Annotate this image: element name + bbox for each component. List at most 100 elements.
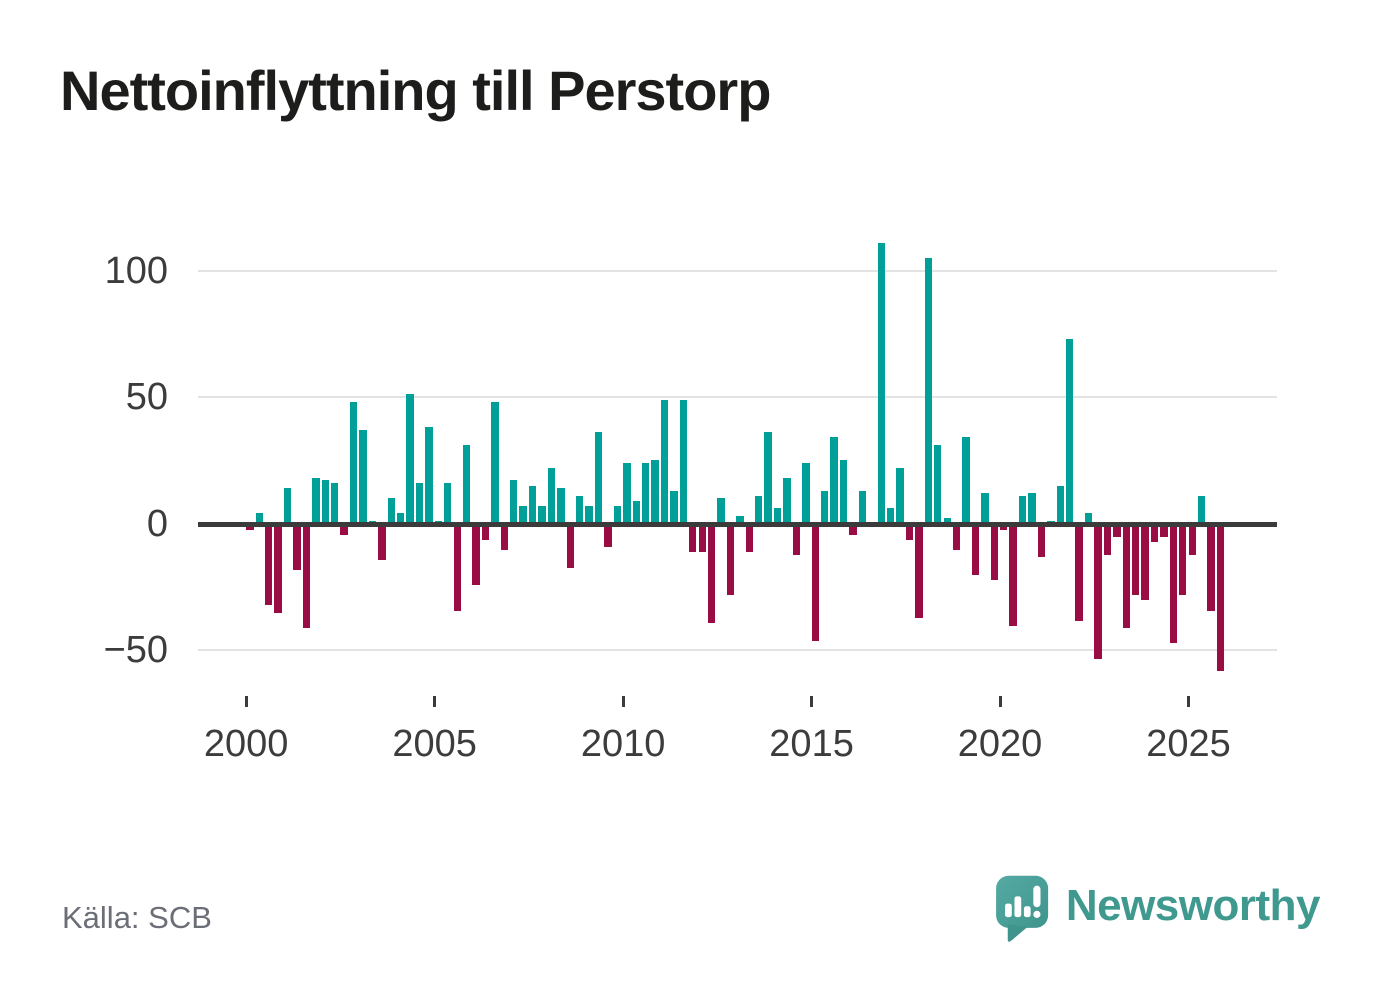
bar-2002Q2 xyxy=(331,483,339,524)
bar-2024Q2 xyxy=(1160,524,1168,538)
bar-2005Q2 xyxy=(444,483,452,524)
bar-2023Q2 xyxy=(1122,524,1130,629)
bar-2011Q3 xyxy=(679,399,688,524)
bar-2016Q2 xyxy=(858,490,867,524)
bar-2006Q4 xyxy=(500,524,508,550)
bar-2007Q2 xyxy=(519,505,527,524)
newsworthy-logo-icon xyxy=(995,875,1048,942)
bar-2004Q4 xyxy=(425,427,433,524)
bar-2009Q4 xyxy=(613,505,622,524)
bar-2007Q1 xyxy=(510,480,518,524)
x-axis-label: 2015 xyxy=(769,723,854,765)
bar-2007Q3 xyxy=(528,485,537,524)
bar-2001Q2 xyxy=(293,524,301,571)
bar-2012Q4 xyxy=(726,524,735,596)
bar-2009Q2 xyxy=(594,432,603,524)
bar-2013Q1 xyxy=(736,515,744,524)
source-label: Källa: SCB xyxy=(62,900,212,935)
bar-2011Q4 xyxy=(689,524,697,553)
gridline-100 xyxy=(198,269,1277,272)
bar-2018Q3 xyxy=(943,518,951,524)
bar-2008Q3 xyxy=(566,524,574,568)
bar-2022Q4 xyxy=(1103,524,1112,555)
y-axis-label: −50 xyxy=(103,629,168,671)
newsworthy-branding: Newsworthy xyxy=(994,874,1321,944)
bar-2021Q1 xyxy=(1037,524,1046,558)
bar-2014Q3 xyxy=(792,524,801,555)
bar-2005Q4 xyxy=(462,445,471,524)
bar-2014Q1 xyxy=(773,508,782,524)
bar-2006Q3 xyxy=(491,402,499,524)
bar-2012Q2 xyxy=(707,524,716,624)
bar-2017Q1 xyxy=(886,508,895,524)
bar-2016Q4 xyxy=(877,242,885,524)
bar-2017Q4 xyxy=(915,524,923,619)
bar-2001Q3 xyxy=(302,524,311,629)
x-axis-tick xyxy=(621,696,625,707)
bar-2003Q4 xyxy=(387,498,395,524)
bar-2007Q4 xyxy=(538,505,546,524)
bar-2019Q4 xyxy=(990,524,998,581)
x-axis-label: 2010 xyxy=(580,723,666,765)
bar-2018Q4 xyxy=(952,524,961,550)
bar-2001Q1 xyxy=(283,488,292,524)
bar-2000Q1 xyxy=(246,524,254,530)
zero-axis-line xyxy=(198,521,1277,527)
bar-2015Q4 xyxy=(839,460,848,524)
bar-2010Q4 xyxy=(651,460,659,524)
bar-2014Q2 xyxy=(783,477,791,524)
bar-2011Q1 xyxy=(660,399,669,524)
bar-2011Q2 xyxy=(670,490,678,524)
bar-2025Q3 xyxy=(1207,524,1215,611)
bar-2020Q3 xyxy=(1018,495,1027,524)
bar-2004Q1 xyxy=(396,513,405,524)
bar-2018Q1 xyxy=(924,257,933,524)
bar-2015Q1 xyxy=(811,524,819,641)
bar-2008Q4 xyxy=(576,495,584,524)
bar-2014Q4 xyxy=(802,462,810,524)
bar-2006Q2 xyxy=(481,524,490,540)
x-axis-label: 2005 xyxy=(392,723,477,765)
bar-2000Q3 xyxy=(265,524,273,606)
bar-2022Q3 xyxy=(1094,524,1102,659)
bar-2001Q4 xyxy=(312,477,320,524)
bar-2013Q4 xyxy=(764,432,772,524)
bar-2009Q1 xyxy=(585,505,593,524)
bar-2024Q1 xyxy=(1150,524,1159,543)
bar-2020Q1 xyxy=(1000,524,1008,530)
y-axis-label: 0 xyxy=(146,502,168,545)
bar-2004Q2 xyxy=(406,394,414,524)
bar-2000Q4 xyxy=(274,524,282,614)
bar-2018Q2 xyxy=(934,445,942,524)
gridline--50 xyxy=(198,649,1277,651)
bar-2003Q1 xyxy=(359,429,367,524)
x-axis-label: 2020 xyxy=(957,723,1043,765)
bar-2006Q1 xyxy=(472,524,480,586)
bar-2003Q3 xyxy=(378,524,386,560)
bar-2010Q1 xyxy=(623,462,631,524)
bar-2015Q2 xyxy=(821,490,829,524)
bar-2023Q1 xyxy=(1113,524,1121,538)
gridline-50 xyxy=(198,396,1277,398)
x-axis-tick xyxy=(810,696,814,707)
bar-2019Q1 xyxy=(962,437,970,524)
bar-2019Q2 xyxy=(971,524,980,576)
bar-2010Q2 xyxy=(632,500,640,524)
bar-2010Q3 xyxy=(641,462,650,524)
bar-2025Q4 xyxy=(1216,524,1225,672)
bar-2002Q4 xyxy=(349,402,358,524)
newsworthy-wordmark: Newsworthy xyxy=(1065,881,1321,930)
bar-2005Q3 xyxy=(453,524,461,611)
bar-2021Q4 xyxy=(1066,338,1074,524)
y-axis-label: 50 xyxy=(125,376,168,418)
x-axis-tick xyxy=(244,696,248,707)
bar-2020Q2 xyxy=(1009,524,1017,626)
chart-title: Nettoinflyttning till Perstorp xyxy=(60,59,771,122)
bar-2025Q2 xyxy=(1197,495,1206,524)
bar-2024Q3 xyxy=(1169,524,1178,644)
bar-2008Q2 xyxy=(557,488,565,524)
x-axis-tick xyxy=(998,696,1002,707)
bar-2023Q4 xyxy=(1141,524,1149,601)
bar-2021Q3 xyxy=(1056,485,1064,524)
bar-2002Q1 xyxy=(321,480,329,524)
